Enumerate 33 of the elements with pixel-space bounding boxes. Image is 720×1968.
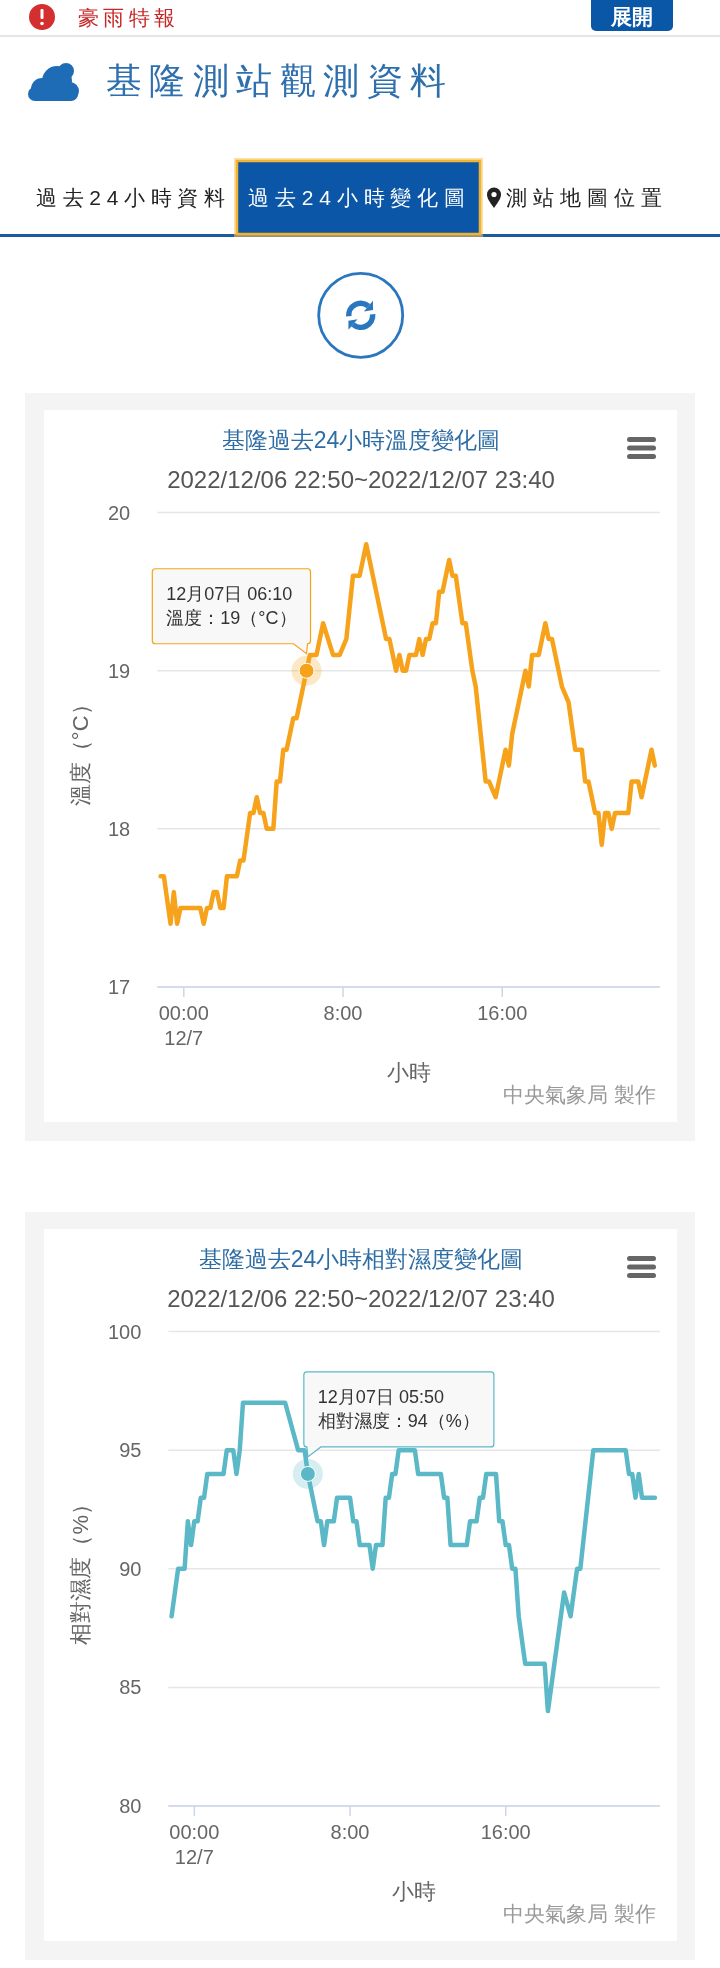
y-tick-label: 95 [119,1439,142,1462]
x-tick-label: 8:00 [323,1002,363,1024]
chart-subtitle: 2022/12/06 22:50~2022/12/07 23:40 [167,466,555,493]
text: 中央氣象局 製作 [503,1902,656,1925]
text: 豪雨特報 [78,6,175,29]
y-tick-label: 17 [108,976,131,998]
y-axis-title: 相對濕度（%） [68,1493,93,1645]
y-tick-label: 20 [108,501,131,524]
text: 基隆測站觀測資料 [106,60,446,101]
x-tick-label: 8:00 [330,1821,370,1843]
chart-title: 基隆過去24小時溫度變化圖 [221,427,501,453]
x-tick-label: 16:00 [480,1821,531,1843]
x-axis-title: 小時 [392,1879,437,1904]
y-tick-label: 18 [108,817,131,840]
y-tick-label: 100 [108,1320,142,1343]
text: 測站地圖位置 [506,186,662,209]
annotation: 12月07日 05:50 相對濕度：94（%） [317,1386,480,1431]
text: 展開 [610,5,653,28]
chart-title: 基隆過去24小時相對濕度變化圖 [198,1246,524,1272]
text: 過去24小時資料 [36,186,225,209]
text: 中央氣象局 製作 [503,1083,656,1106]
x-tick-label: 00:00 12/7 [158,1002,209,1049]
y-axis-title: 溫度（°C） [68,693,93,807]
y-tick-label: 80 [119,1795,142,1817]
x-tick-label: 16:00 [477,1002,528,1024]
x-tick-label: 00:00 12/7 [169,1821,220,1868]
y-tick-label: 90 [119,1557,142,1580]
y-tick-label: 85 [119,1676,142,1699]
chart-subtitle: 2022/12/06 22:50~2022/12/07 23:40 [167,1285,555,1312]
annotation: 12月07日 06:10 溫度：19（°C） [166,583,297,628]
text: 過去24小時變化圖 [248,186,465,209]
y-tick-label: 19 [108,659,131,682]
x-axis-title: 小時 [386,1060,431,1085]
